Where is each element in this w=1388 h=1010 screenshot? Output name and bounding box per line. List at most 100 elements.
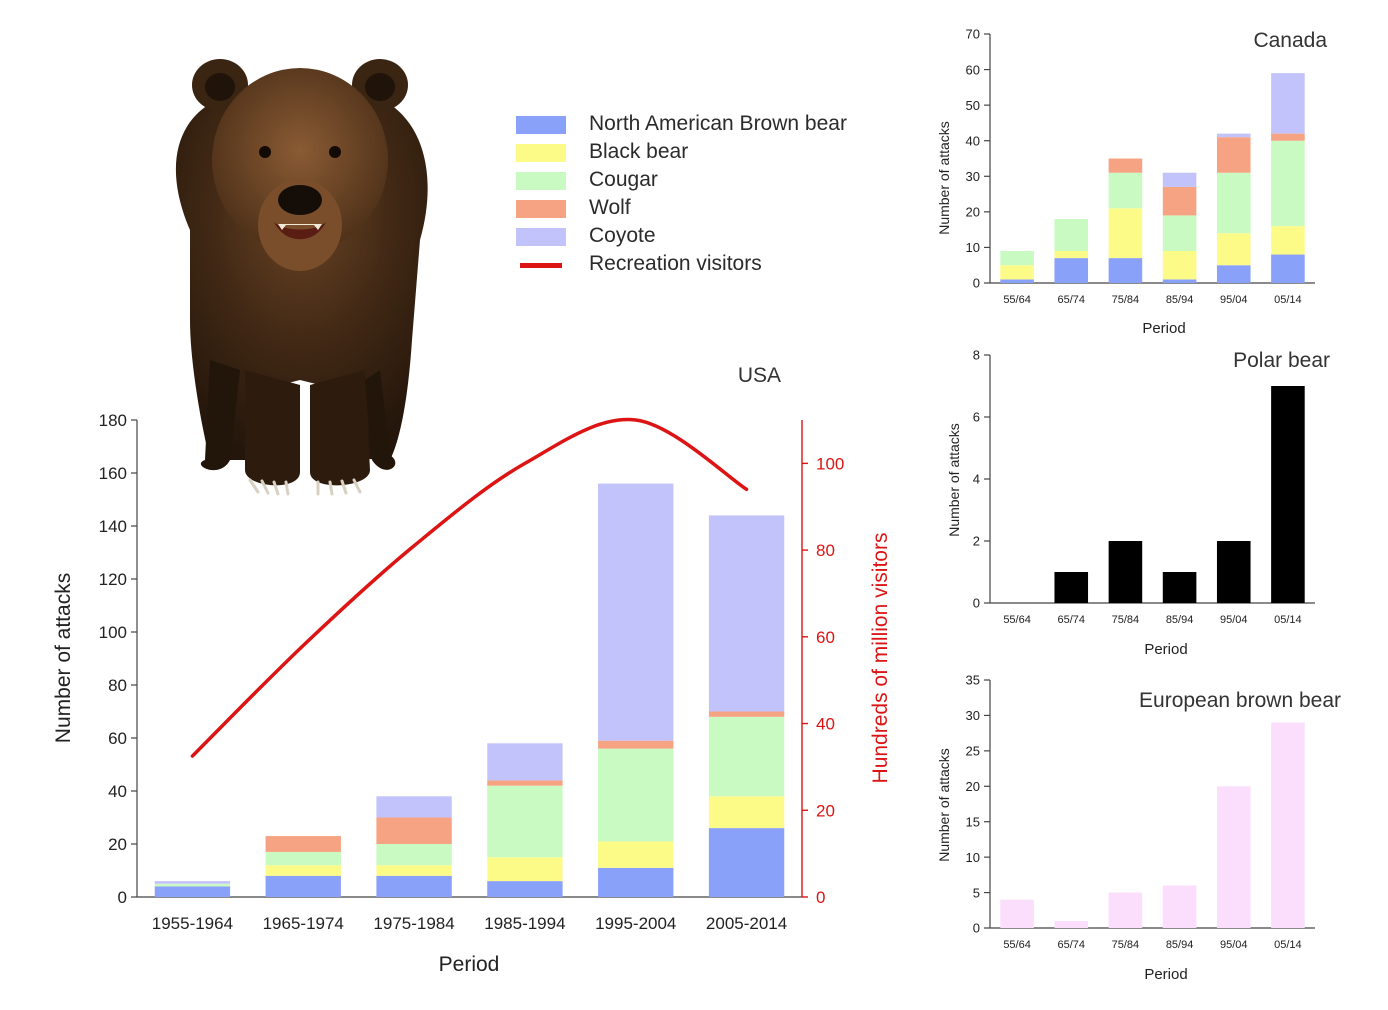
bar-wolf	[487, 780, 563, 786]
chart-title: Canada	[1253, 29, 1327, 52]
bar-north-american-brown-bear	[1108, 258, 1143, 283]
bar-north-american-brown-bear	[1216, 265, 1251, 283]
bar	[1108, 892, 1143, 928]
legend-swatch	[516, 144, 566, 162]
bar-cougar	[1271, 140, 1305, 227]
x-tick-label: 85/94	[1166, 294, 1194, 306]
x-tick-label: 05/14	[1274, 294, 1302, 306]
bar-black-bear	[1000, 265, 1034, 280]
y-tick-label: 180	[99, 411, 127, 430]
bar-north-american-brown-bear	[487, 881, 563, 897]
y-tick-label: 50	[966, 98, 980, 113]
y-axis-title: Number of attacks	[936, 748, 952, 862]
x-tick-label: 55/64	[1003, 294, 1031, 306]
bar-cougar	[154, 883, 231, 887]
bar-coyote	[1271, 73, 1305, 134]
bar-black-bear	[487, 857, 563, 882]
y-tick-label: 0	[973, 921, 980, 936]
bar-black-bear	[376, 865, 452, 876]
grizzly-bear-illustration	[175, 59, 428, 496]
right-y-tick-label: 100	[816, 454, 844, 473]
bar	[1162, 572, 1197, 603]
bar-north-american-brown-bear	[376, 875, 452, 897]
bar-black-bear	[1162, 250, 1197, 280]
european-brown-bear-chart: 0 5 10 15 20 25 30 35 55/64 65/74 75/84 85/94 95/04 0…	[936, 673, 1341, 983]
y-axis-title: Number of attacks	[946, 423, 962, 537]
y-tick-label: 40	[108, 782, 127, 801]
bar-black-bear	[1108, 208, 1143, 259]
bar	[1054, 920, 1089, 928]
y-tick-label: 30	[966, 169, 980, 184]
x-tick-label: 85/94	[1166, 614, 1194, 626]
bar-coyote	[154, 881, 231, 884]
x-axis-title: Period	[1144, 641, 1187, 658]
bar-cougar	[1000, 250, 1034, 266]
y-tick-label: 70	[966, 27, 980, 42]
bar-wolf	[1271, 133, 1305, 141]
y-tick-label: 60	[966, 62, 980, 77]
x-tick-label: 1975-1984	[373, 914, 454, 933]
bar	[1271, 722, 1305, 928]
y-tick-label: 60	[108, 729, 127, 748]
y-tick-label: 80	[108, 676, 127, 695]
right-y-tick-label: 20	[816, 801, 835, 820]
bar-black-bear	[598, 841, 674, 868]
bar-north-american-brown-bear	[708, 828, 785, 897]
y-tick-label: 5	[973, 885, 980, 900]
legend-swatch	[516, 228, 566, 246]
y-tick-label: 120	[99, 570, 127, 589]
x-tick-label: 1955-1964	[152, 914, 233, 933]
bar-black-bear	[265, 865, 341, 876]
y-tick-label: 160	[99, 464, 127, 483]
bar-cougar	[265, 851, 341, 866]
legend-swatch	[516, 116, 566, 134]
y-tick-label: 20	[108, 835, 127, 854]
bar-cougar	[708, 716, 785, 797]
bar-black-bear	[708, 796, 785, 829]
y-tick-label: 0	[118, 888, 127, 907]
bar-wolf	[1216, 137, 1251, 173]
bar-cougar	[376, 844, 452, 866]
legend-label: Recreation visitors	[589, 252, 762, 275]
bar	[1000, 899, 1034, 928]
bar-coyote	[1162, 172, 1197, 187]
bar-cougar	[1162, 215, 1197, 251]
y-tick-label: 25	[966, 744, 980, 759]
x-tick-label: 1985-1994	[484, 914, 565, 933]
legend-swatch	[516, 172, 566, 190]
bar-cougar	[487, 785, 563, 858]
y-tick-label: 0	[973, 276, 980, 291]
right-y-tick-label: 80	[816, 541, 835, 560]
legend-label: Black bear	[589, 140, 689, 163]
x-tick-label: 55/64	[1003, 614, 1031, 626]
right-y-tick-label: 60	[816, 628, 835, 647]
bar-coyote	[487, 743, 563, 781]
bar-north-american-brown-bear	[1054, 258, 1089, 283]
legend-label: Coyote	[589, 224, 656, 247]
x-tick-label: 75/84	[1112, 939, 1140, 951]
y-tick-label: 20	[966, 205, 980, 220]
bar-wolf	[376, 817, 452, 844]
polar-bear-chart: 0 2 4 6 8 55/64 65/74 75/84 85/94 95/04 05/14 Perio…	[946, 348, 1330, 658]
bar-black-bear	[1271, 226, 1305, 255]
legend-label: North American Brown bear	[589, 112, 847, 135]
bar-coyote	[598, 483, 674, 741]
usa-chart: 0 20 40 60 80 100 120 140 160 180 1955-1964 1965-19…	[52, 364, 892, 976]
chart-title: European brown bear	[1139, 689, 1341, 712]
bar-cougar	[1054, 218, 1089, 251]
bar-black-bear	[1216, 233, 1251, 266]
x-tick-label: 75/84	[1112, 614, 1140, 626]
bar	[1216, 786, 1251, 928]
bar-coyote	[708, 515, 785, 712]
x-axis-title: Period	[1142, 320, 1185, 337]
bar-coyote	[1216, 133, 1251, 138]
bar-black-bear	[1054, 250, 1089, 259]
x-tick-label: 55/64	[1003, 939, 1031, 951]
recreation-visitors-line	[190, 417, 749, 758]
bar-cougar	[1216, 172, 1251, 234]
y-tick-label: 20	[966, 779, 980, 794]
y-tick-label: 4	[973, 472, 980, 487]
y-tick-label: 2	[973, 534, 980, 549]
x-axis-title: Period	[1144, 966, 1187, 983]
